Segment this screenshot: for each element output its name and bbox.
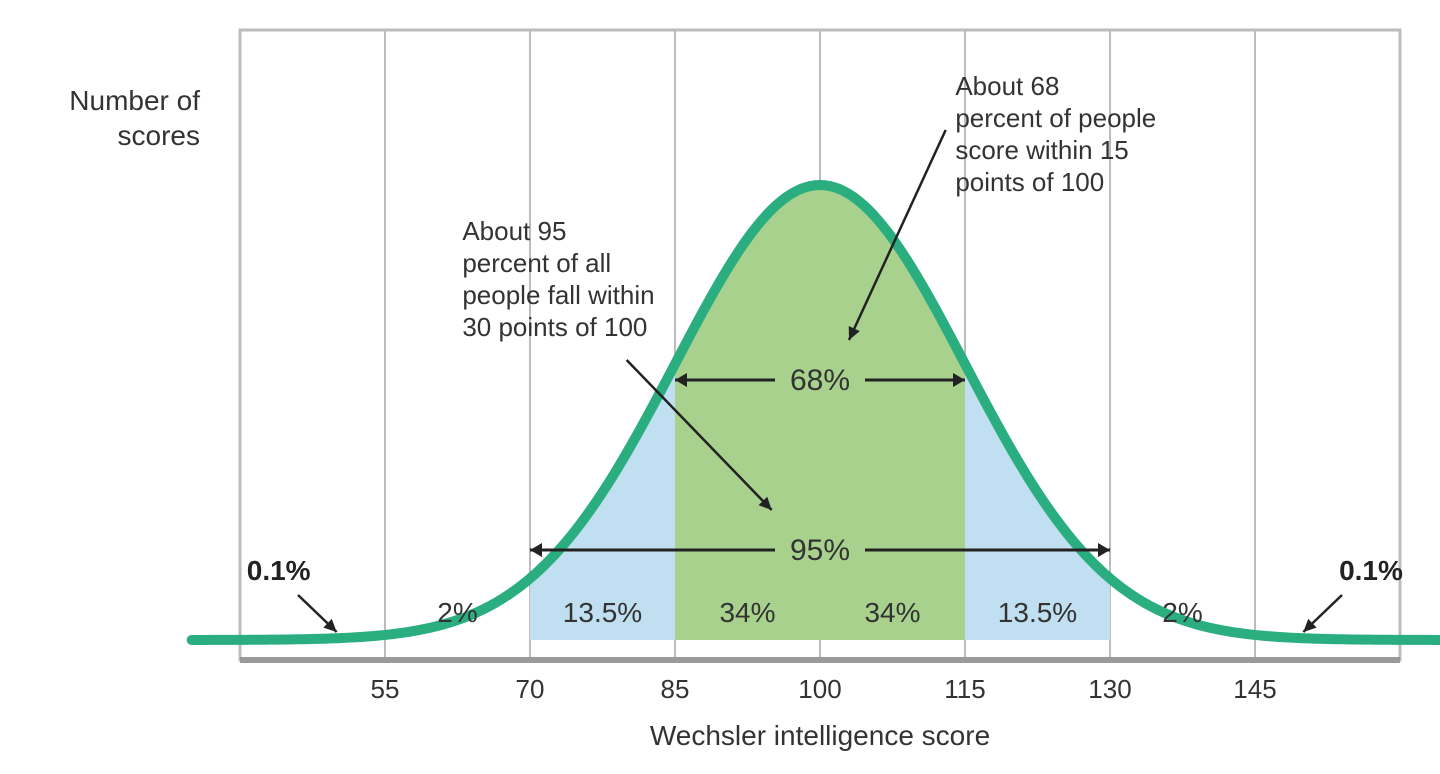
annotation-68-line: About 68 — [955, 71, 1059, 101]
y-axis-title-line2: scores — [118, 120, 200, 151]
left-tail-pct: 0.1% — [247, 555, 311, 586]
segment-pct: 34% — [864, 597, 920, 628]
x-tick-labels: 55 70 85 100 115 130 145 — [371, 674, 1277, 704]
annotation-95-line: 30 points of 100 — [462, 312, 647, 342]
x-tick: 115 — [944, 674, 985, 704]
range-label: 95% — [790, 534, 850, 567]
segment-pct: 34% — [719, 597, 775, 628]
y-axis-title-line1: Number of — [69, 85, 200, 116]
right-tail-pct: 0.1% — [1339, 555, 1403, 586]
x-axis-title: Wechsler intelligence score — [650, 720, 990, 751]
annotation-68-line: percent of people — [955, 103, 1156, 133]
x-tick: 145 — [1233, 674, 1276, 704]
annotation-95: About 95percent of allpeople fall within… — [462, 216, 654, 342]
x-tick: 70 — [516, 674, 545, 704]
annotation-95-line: percent of all — [462, 248, 611, 278]
leader-arrow — [1303, 595, 1342, 632]
bell-curve-chart: 55 70 85 100 115 130 145 Wechsler intelligence … — [0, 0, 1440, 774]
segment-pct: 2% — [1162, 597, 1202, 628]
annotation-68: About 68percent of peoplescore within 15… — [955, 71, 1156, 197]
annotation-95-line: people fall within — [462, 280, 654, 310]
annotation-68-line: points of 100 — [955, 167, 1104, 197]
segment-pct: 2% — [437, 597, 477, 628]
x-tick: 55 — [371, 674, 400, 704]
annotation-68-line: score within 15 — [955, 135, 1128, 165]
segment-pct: 13.5% — [998, 597, 1077, 628]
leader-arrow — [298, 595, 337, 632]
segment-pct: 13.5% — [563, 597, 642, 628]
x-tick: 130 — [1088, 674, 1131, 704]
x-tick: 100 — [798, 674, 841, 704]
annotation-95-line: About 95 — [462, 216, 566, 246]
distribution-fills — [530, 185, 1110, 640]
range-label: 68% — [790, 364, 850, 397]
x-tick: 85 — [661, 674, 690, 704]
